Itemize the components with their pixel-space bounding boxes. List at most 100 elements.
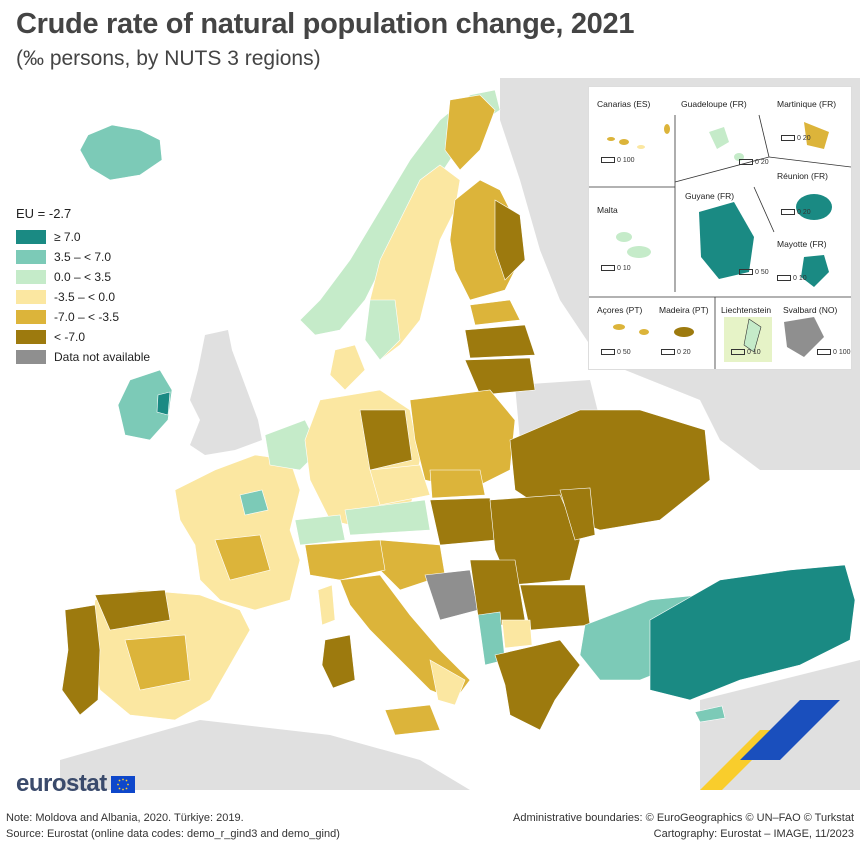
greece-region xyxy=(494,639,581,731)
inset-map-shapes xyxy=(589,114,851,369)
legend-swatch xyxy=(16,250,46,264)
hungary-region xyxy=(429,497,496,546)
scale-bar-reunion: 0 20 xyxy=(781,209,811,216)
poland-region xyxy=(409,389,516,491)
sweden-south-region xyxy=(364,299,401,361)
uk-land xyxy=(190,330,262,455)
inset-label-martinique: Martinique (FR) xyxy=(777,99,837,109)
north-macedonia-region xyxy=(501,619,533,649)
latvia-region xyxy=(464,324,536,359)
inset-label-acores: Açores (PT) xyxy=(597,305,643,315)
legend-item: ≥ 7.0 xyxy=(16,227,150,247)
scale-label: 0 10 xyxy=(747,349,761,356)
legend-label: -3.5 – < 0.0 xyxy=(54,290,116,304)
map-legend: EU = -2.7 ≥ 7.0 3.5 – < 7.0 0.0 – < 3.5 … xyxy=(16,206,150,367)
footer-boundaries: Administrative boundaries: © EuroGeograp… xyxy=(512,812,854,824)
france-central-region xyxy=(214,534,271,581)
scale-bar-acores: 0 50 xyxy=(601,349,631,356)
scale-label: 0 10 xyxy=(793,275,807,282)
north-africa-land xyxy=(60,720,470,790)
lithuania-region xyxy=(464,357,536,396)
map-subtitle: (‰ persons, by NUTS 3 regions) xyxy=(16,47,321,70)
footer-credits: Administrative boundaries: © EuroGeograp… xyxy=(513,810,854,842)
cyprus-region xyxy=(694,705,726,723)
moldova-region xyxy=(559,487,596,541)
scale-label: 0 20 xyxy=(797,209,811,216)
legend-swatch xyxy=(16,270,46,284)
map-title: Crude rate of natural population change,… xyxy=(16,8,635,40)
inset-label-liechtenstein: Liechtenstein xyxy=(721,305,772,315)
switzerland-region xyxy=(294,514,346,546)
scale-label: 0 20 xyxy=(755,159,769,166)
inset-label-mayotte: Mayotte (FR) xyxy=(777,239,827,249)
austria-region xyxy=(344,499,431,536)
bosnia-region xyxy=(424,569,479,621)
inset-label-malta: Malta xyxy=(597,205,618,215)
eurostat-logo: eurostat xyxy=(16,770,135,798)
legend-label: Data not available xyxy=(54,350,151,364)
legend-item: Data not available xyxy=(16,347,150,367)
italy-north-region xyxy=(304,539,386,581)
legend-item: 3.5 – < 7.0 xyxy=(16,247,150,267)
legend-label: ≥ 7.0 xyxy=(54,230,81,244)
portugal-region xyxy=(61,604,101,716)
turkey-east-region xyxy=(649,564,856,701)
inset-label-svalbard: Svalbard (NO) xyxy=(783,305,838,315)
scale-bar-martinique: 0 20 xyxy=(781,135,811,142)
footer-source: Source: Eurostat (online data codes: dem… xyxy=(6,828,340,840)
dublin-region xyxy=(156,391,171,416)
scale-bar-liechtenstein: 0 10 xyxy=(731,349,761,356)
france-region xyxy=(174,454,301,611)
europe-map xyxy=(60,78,860,790)
paris-region xyxy=(239,489,269,516)
eu-flag-icon xyxy=(110,775,135,793)
spain-central-region xyxy=(124,634,191,691)
inset-label-canarias: Canarias (ES) xyxy=(597,99,651,109)
decor-stripe-blue xyxy=(740,700,840,760)
norway-north-region xyxy=(444,94,496,171)
sicily-region xyxy=(384,704,441,736)
inset-label-guyane: Guyane (FR) xyxy=(685,191,735,201)
inset-maps-panel: Canarias (ES) Guadeloupe (FR) Martinique… xyxy=(588,86,852,370)
footer-note: Note: Moldova and Albania, 2020. Türkiye… xyxy=(6,812,244,824)
czechia-region xyxy=(369,464,431,506)
legend-swatch xyxy=(16,230,46,244)
ireland-region xyxy=(117,369,173,441)
scale-bar-madeira: 0 20 xyxy=(661,349,691,356)
spain-north-region xyxy=(94,589,171,631)
scale-label: 0 20 xyxy=(677,349,691,356)
scale-label: 0 100 xyxy=(833,349,851,356)
legend-label: 0.0 – < 3.5 xyxy=(54,270,112,284)
eurostat-wordmark: eurostat xyxy=(16,770,107,797)
footer-cartography: Cartography: Eurostat – IMAGE, 11/2023 xyxy=(653,828,854,840)
scale-bar-malta: 0 10 xyxy=(601,265,631,272)
corsica-region xyxy=(317,584,336,626)
scale-bar-svalbard: 0 100 xyxy=(817,349,851,356)
slovakia-region xyxy=(429,469,486,499)
legend-item: < -7.0 xyxy=(16,327,150,347)
finland-east-region xyxy=(494,199,526,281)
legend-label: -7.0 – < -3.5 xyxy=(54,310,120,324)
legend-item: -7.0 – < -3.5 xyxy=(16,307,150,327)
scale-bar-canarias: 0 100 xyxy=(601,157,635,164)
footer-notes: Note: Moldova and Albania, 2020. Türkiye… xyxy=(6,810,340,842)
germany-east-region xyxy=(359,409,413,471)
legend-label: 3.5 – < 7.0 xyxy=(54,250,112,264)
legend-swatch xyxy=(16,350,46,364)
scale-label: 0 20 xyxy=(797,135,811,142)
scale-bar-mayotte: 0 10 xyxy=(777,275,807,282)
iceland-region xyxy=(79,124,163,181)
scale-label: 0 50 xyxy=(755,269,769,276)
scale-label: 0 10 xyxy=(617,265,631,272)
inset-label-guadeloupe: Guadeloupe (FR) xyxy=(681,99,747,109)
italy-south-region xyxy=(429,659,466,706)
scale-bar-guyane: 0 50 xyxy=(739,269,769,276)
legend-swatch xyxy=(16,310,46,324)
legend-eu-value: EU = -2.7 xyxy=(16,206,72,221)
legend-item: -3.5 – < 0.0 xyxy=(16,287,150,307)
legend-swatch xyxy=(16,290,46,304)
scale-bar-guadeloupe: 0 20 xyxy=(739,159,769,166)
scale-label: 0 50 xyxy=(617,349,631,356)
estonia-region xyxy=(469,299,521,326)
sardinia-region xyxy=(321,634,356,689)
